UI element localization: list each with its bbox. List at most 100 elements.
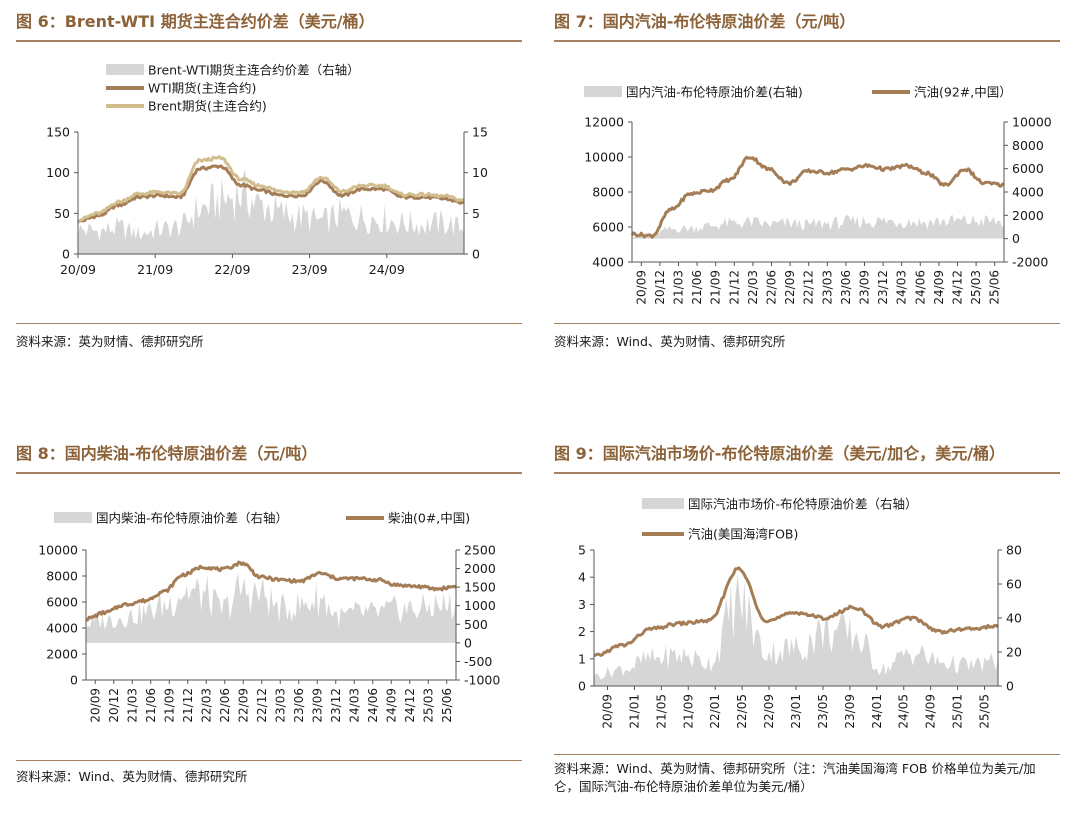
title-rule <box>554 40 1060 42</box>
figure-8: 图 8：国内柴油-布伦特原油价差（元/吨） 国内柴油-布伦特原油价差（右轴） 柴油… <box>16 440 522 800</box>
series-line <box>630 155 1005 239</box>
right-tick-label: -2000 <box>1012 255 1048 270</box>
legend-label: 国际汽油市场价-布伦特原油价差（右轴） <box>688 497 918 512</box>
x-tick-label: 22/03 <box>746 270 760 305</box>
chart-area: 国内柴油-布伦特原油价差（右轴） 柴油(0#,中国) 0 2000 4000 6000 80… <box>38 511 500 723</box>
x-tick-label: 24/12 <box>951 270 965 305</box>
area-fill <box>632 214 1004 239</box>
chart-area: 国内汽油-布伦特原油价差(右轴) 汽油(92#,中国） 4000 6000 8000 10… <box>584 85 1052 305</box>
legend-item: Brent期货(主连合约) <box>106 99 267 114</box>
series-line <box>77 155 465 223</box>
right-tick-label: 0 <box>472 247 480 262</box>
right-tick-label: -500 <box>464 654 492 669</box>
left-tick-label: 0 <box>62 247 70 262</box>
left-tick-label: 10000 <box>584 150 624 165</box>
x-tick-label: 24/06 <box>366 688 380 723</box>
left-tick-label: 150 <box>46 125 70 140</box>
source-rule <box>16 760 522 761</box>
x-tick-label: 21/06 <box>690 270 704 305</box>
x-tick-label: 21/09 <box>681 694 695 729</box>
x-tick-label: 23/09 <box>292 262 328 277</box>
left-tick-label: 2000 <box>46 647 78 662</box>
figure-9: 图 9：国际汽油市场价-布伦特原油价差（美元/加仑，美元/桶） 国际汽油市场价-… <box>554 440 1060 810</box>
right-tick-label: 15 <box>472 125 488 140</box>
figure-title: 图 8：国内柴油-布伦特原油价差（元/吨） <box>16 444 318 463</box>
legend-item: 国际汽油市场价-布伦特原油价差（右轴） <box>642 497 918 512</box>
legend-label: 国内汽油-布伦特原油价差(右轴) <box>626 85 803 100</box>
left-tick-label: 3 <box>578 597 586 612</box>
chart-area: Brent-WTI期货主连合约价差（右轴） WTI期货(主连合约) Brent期货(… <box>46 63 488 278</box>
x-tick-label: 23/06 <box>839 270 853 305</box>
legend-swatch <box>642 498 684 509</box>
x-tick-label: 22/06 <box>218 688 232 723</box>
x-tick-label: 21/09 <box>709 270 723 305</box>
x-tick-label: 23/09 <box>310 688 324 723</box>
x-tick-label: 25/03 <box>421 688 435 723</box>
right-tick-label: 2500 <box>464 543 496 558</box>
series-line <box>593 566 1000 657</box>
left-tick-label: 4 <box>578 570 586 585</box>
x-tick-label: 20/09 <box>88 688 102 723</box>
title-rule <box>16 40 522 42</box>
source-note: 资料来源：Wind、英为财情、德邦研究所 <box>16 769 248 784</box>
figure-title: 图 9：国际汽油市场价-布伦特原油价差（美元/加仑，美元/桶） <box>554 444 1006 463</box>
x-tick-label: 24/09 <box>932 270 946 305</box>
right-tick-label: 2000 <box>1012 208 1044 223</box>
x-tick-label: 24/03 <box>347 688 361 723</box>
legend-label: 柴油(0#,中国) <box>388 511 470 526</box>
legend-item: 国内柴油-布伦特原油价差（右轴） <box>54 511 288 526</box>
line-series <box>593 566 1000 657</box>
x-tick-label: 21/01 <box>627 694 641 729</box>
x-tick-label: 24/05 <box>897 694 911 729</box>
right-tick-label: 5 <box>472 206 480 221</box>
left-tick-label: 5 <box>578 543 586 558</box>
area-series <box>632 214 1004 239</box>
x-tick-label: 22/09 <box>762 694 776 729</box>
area-fill <box>594 573 998 686</box>
x-tick-label: 23/03 <box>273 688 287 723</box>
x-tick-label: 25/05 <box>978 694 992 729</box>
right-tick-label: 20 <box>1006 645 1022 660</box>
area-series <box>78 168 464 254</box>
x-tick-label: 20/09 <box>60 262 96 277</box>
right-tick-label: 4000 <box>1012 185 1044 200</box>
right-tick-label: 8000 <box>1012 138 1044 153</box>
x-tick-label: 22/05 <box>735 694 749 729</box>
figure-title: 图 6：Brent-WTI 期货主连合约价差（美元/桶） <box>16 12 375 31</box>
source-rule <box>16 323 522 324</box>
area-fill <box>86 573 456 643</box>
right-tick-label: 40 <box>1006 611 1022 626</box>
left-tick-label: 6000 <box>46 595 78 610</box>
x-tick-label: 21/09 <box>137 262 173 277</box>
left-tick-label: 10000 <box>38 543 78 558</box>
x-tick-label: 24/01 <box>870 694 884 729</box>
x-tick-label: 24/09 <box>369 262 405 277</box>
legend-label: Brent期货(主连合约) <box>148 99 267 114</box>
legend-label: Brent-WTI期货主连合约价差（右轴） <box>148 63 360 78</box>
legend-item: 柴油(0#,中国) <box>346 511 470 526</box>
legend-label: WTI期货(主连合约) <box>148 81 256 96</box>
left-tick-label: 0 <box>578 679 586 694</box>
right-tick-label: 0 <box>464 635 472 650</box>
x-tick-label: 25/03 <box>969 270 983 305</box>
left-tick-label: 100 <box>46 165 70 180</box>
x-tick-label: 22/09 <box>214 262 250 277</box>
legend-label: 汽油(美国海湾FOB) <box>688 527 798 542</box>
legend-swatch <box>106 64 144 75</box>
x-tick-label: 22/03 <box>199 688 213 723</box>
x-tick-label: 22/12 <box>802 270 816 305</box>
x-tick-label: 25/01 <box>951 694 965 729</box>
x-tick-label: 23/05 <box>816 694 830 729</box>
right-tick-label: 10 <box>472 165 488 180</box>
right-tick-label: 6000 <box>1012 161 1044 176</box>
x-tick-label: 23/03 <box>820 270 834 305</box>
line-series <box>76 164 465 224</box>
figure-6: 图 6：Brent-WTI 期货主连合约价差（美元/桶） Brent-WTI期货… <box>16 8 522 368</box>
right-tick-label: 60 <box>1006 577 1022 592</box>
source-note: 资料来源：Wind、英为财情、德邦研究所 <box>554 334 786 349</box>
source-rule <box>554 754 1060 755</box>
area-series <box>594 573 998 686</box>
left-tick-label: 8000 <box>592 185 624 200</box>
title-rule <box>16 472 522 474</box>
legend-label: 汽油(92#,中国） <box>914 85 1012 100</box>
